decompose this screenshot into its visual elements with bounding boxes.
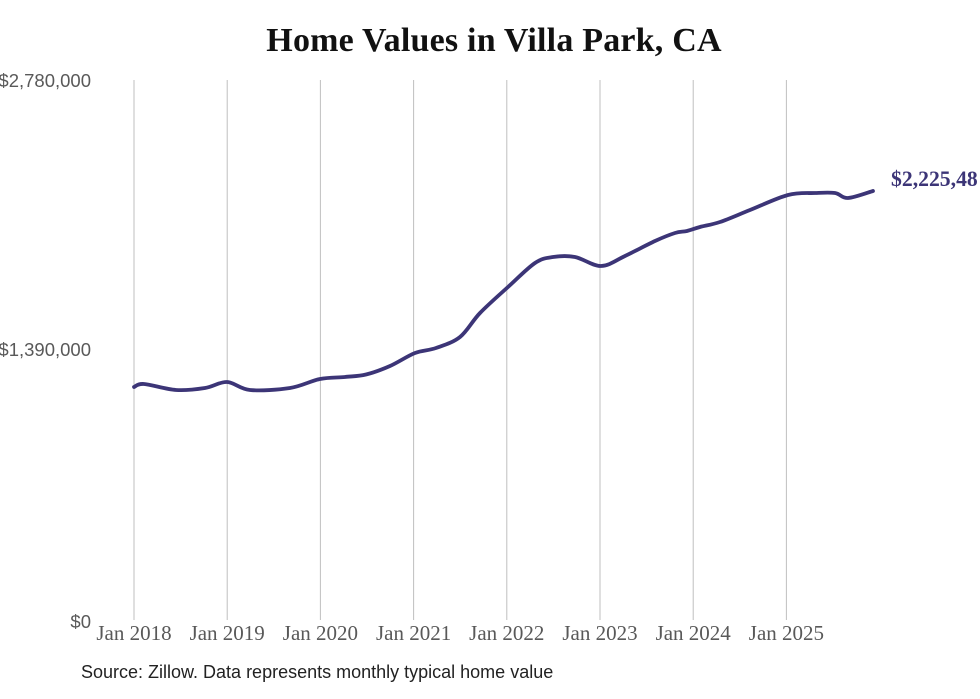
svg-text:Jan 2025: Jan 2025 bbox=[749, 621, 824, 645]
svg-text:Jan 2023: Jan 2023 bbox=[562, 621, 637, 645]
svg-text:$2,225,48: $2,225,48 bbox=[891, 167, 978, 191]
svg-text:Jan 2022: Jan 2022 bbox=[469, 621, 544, 645]
svg-text:Jan 2021: Jan 2021 bbox=[376, 621, 451, 645]
svg-text:Jan 2020: Jan 2020 bbox=[283, 621, 358, 645]
svg-text:$1,390,000: $1,390,000 bbox=[0, 339, 91, 360]
svg-text:Jan 2019: Jan 2019 bbox=[190, 621, 265, 645]
svg-text:Jan 2024: Jan 2024 bbox=[656, 621, 732, 645]
svg-text:$0: $0 bbox=[70, 611, 91, 632]
svg-text:$2,780,000: $2,780,000 bbox=[0, 70, 91, 91]
svg-text:Jan 2018: Jan 2018 bbox=[96, 621, 171, 645]
